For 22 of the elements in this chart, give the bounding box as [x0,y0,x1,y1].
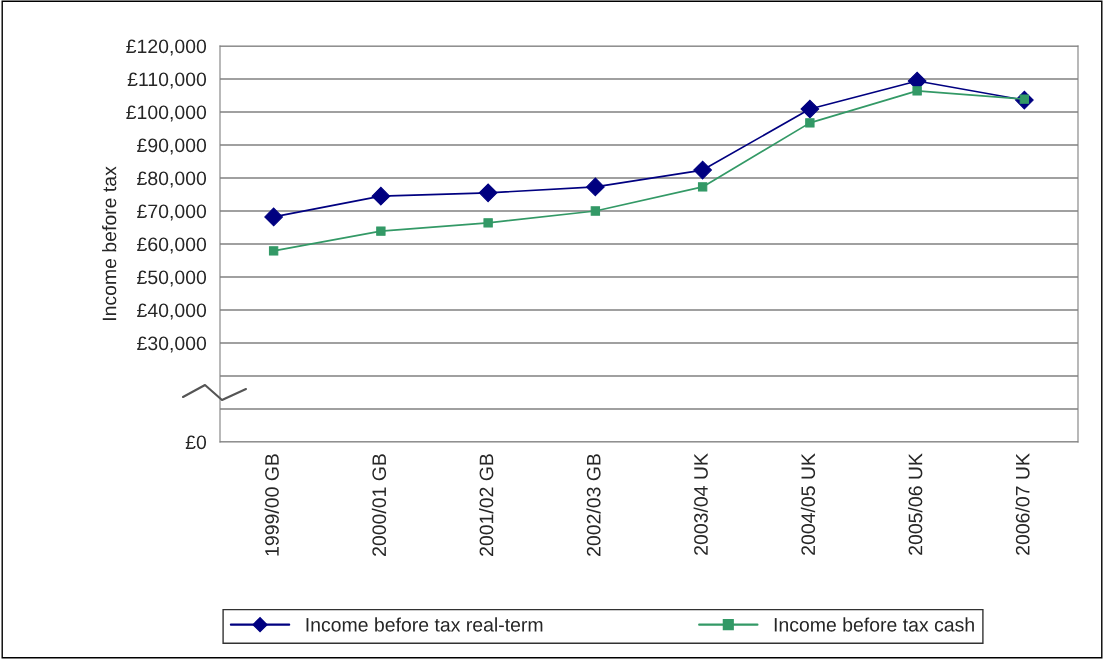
x-tick-label: 2000/01 GB [371,454,387,556]
y-tick-label: £120,000 [126,39,207,56]
y-tick-label: £90,000 [137,138,207,155]
x-tick-label: 2002/03 GB [586,454,601,556]
y-tick-label: £100,000 [126,105,207,122]
y-tick-label: £40,000 [137,303,207,320]
x-tick-label: 2006/07 UK [1015,453,1030,555]
y-tick-label: £110,000 [127,72,207,89]
x-tick-label: 2004/05 UK [800,453,816,555]
y-tick-label: £50,000 [137,270,207,287]
y-tick-label: £80,000 [137,171,207,188]
x-tick-label: 2003/04 UK [693,453,708,555]
y-axis-title: Income before tax [102,166,117,321]
y-tick-label: £30,000 [137,336,207,353]
y-tick-label: £0 [185,435,207,450]
legend-label: Income before tax cash [774,617,974,632]
y-tick-label: £70,000 [137,204,207,221]
x-tick-label: 1999/00 GB [264,454,279,556]
y-tick-label: £60,000 [137,237,207,254]
x-tick-label: 2001/02 GB [479,454,494,556]
legend-label: Income before tax real-term [306,617,543,632]
x-tick-label: 2005/06 UK [908,453,923,555]
